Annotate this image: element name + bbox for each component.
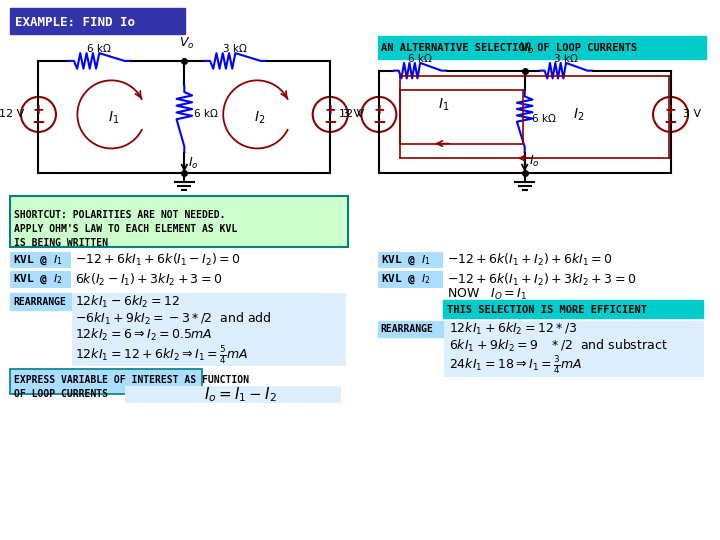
- FancyBboxPatch shape: [444, 337, 703, 354]
- Text: 12 V: 12 V: [0, 110, 24, 119]
- Text: 6 kΩ: 6 kΩ: [194, 110, 218, 119]
- Text: $I_2$: $I_2$: [572, 106, 584, 123]
- Text: KVL @ $I_1$: KVL @ $I_1$: [13, 254, 63, 267]
- Text: $12kI_1=12+6kI_2\Rightarrow I_1=\frac{5}{4}mA$: $12kI_1=12+6kI_2\Rightarrow I_1=\frac{5}…: [76, 343, 249, 366]
- Text: REARRANGE: REARRANGE: [13, 297, 66, 307]
- FancyBboxPatch shape: [10, 9, 185, 33]
- Text: +: +: [325, 103, 336, 117]
- Text: EXPRESS VARIABLE OF INTEREST AS FUNCTION
OF LOOP CURRENTS: EXPRESS VARIABLE OF INTEREST AS FUNCTION…: [14, 375, 249, 399]
- Text: AN ALTERNATIVE SELECTION OF LOOP CURRENTS: AN ALTERNATIVE SELECTION OF LOOP CURRENT…: [381, 43, 637, 53]
- Text: 6 kΩ: 6 kΩ: [87, 44, 111, 54]
- Text: $-12+6k(I_1+I_2)+6kI_1=0$: $-12+6k(I_1+I_2)+6kI_1=0$: [447, 252, 613, 268]
- FancyBboxPatch shape: [444, 354, 703, 377]
- Text: $I_1$: $I_1$: [108, 110, 119, 126]
- Text: KVL @ $I_2$: KVL @ $I_2$: [13, 273, 63, 286]
- Text: $-12+6k(I_1+I_2)+3kI_2+3=0$: $-12+6k(I_1+I_2)+3kI_2+3=0$: [447, 272, 636, 288]
- FancyBboxPatch shape: [378, 252, 443, 268]
- Text: $-6kI_1+9kI_2=-3*/2$  and add: $-6kI_1+9kI_2=-3*/2$ and add: [76, 310, 272, 327]
- Text: $I_o$: $I_o$: [188, 156, 199, 171]
- FancyBboxPatch shape: [10, 369, 202, 395]
- Text: −: −: [32, 112, 45, 130]
- Text: KVL @ $I_2$: KVL @ $I_2$: [381, 273, 431, 286]
- Text: −: −: [323, 112, 337, 130]
- Text: 3 V: 3 V: [683, 110, 701, 119]
- Text: REARRANGE: REARRANGE: [381, 325, 433, 334]
- Text: 6 kΩ: 6 kΩ: [408, 54, 431, 64]
- FancyBboxPatch shape: [443, 300, 703, 318]
- Text: $12kI_1+6kI_2=12*/3$: $12kI_1+6kI_2=12*/3$: [449, 321, 577, 338]
- Text: 3 kΩ: 3 kΩ: [223, 44, 247, 54]
- Text: 12 V: 12 V: [339, 110, 364, 119]
- Text: $I_1$: $I_1$: [438, 97, 450, 113]
- FancyBboxPatch shape: [10, 271, 71, 287]
- Text: $I_o=I_1-I_2$: $I_o=I_1-I_2$: [204, 385, 276, 404]
- Text: EXAMPLE: FIND Io: EXAMPLE: FIND Io: [15, 17, 135, 30]
- FancyBboxPatch shape: [71, 293, 346, 310]
- Text: $-12+6kI_1+6k(I_1-I_2)=0$: $-12+6kI_1+6k(I_1-I_2)=0$: [76, 252, 241, 268]
- Text: THIS SELECTION IS MORE EFFICIENT: THIS SELECTION IS MORE EFFICIENT: [447, 305, 647, 315]
- Text: $24kI_1=18\Rightarrow I_1=\frac{3}{4}mA$: $24kI_1=18\Rightarrow I_1=\frac{3}{4}mA$: [449, 354, 582, 376]
- FancyBboxPatch shape: [378, 36, 706, 59]
- Text: 3 V: 3 V: [343, 110, 361, 119]
- Text: −: −: [372, 112, 386, 130]
- Text: $I_o$: $I_o$: [528, 153, 539, 168]
- FancyBboxPatch shape: [378, 271, 443, 287]
- FancyBboxPatch shape: [71, 343, 346, 366]
- Text: $V_o$: $V_o$: [179, 36, 194, 51]
- FancyBboxPatch shape: [444, 321, 703, 337]
- Text: $6k(I_2-I_1)+3kI_2+3=0$: $6k(I_2-I_1)+3kI_2+3=0$: [76, 272, 222, 288]
- Text: +: +: [665, 103, 676, 117]
- Text: +: +: [32, 103, 44, 117]
- Text: KVL @ $I_1$: KVL @ $I_1$: [381, 254, 431, 267]
- FancyBboxPatch shape: [71, 310, 346, 326]
- Text: 3 kΩ: 3 kΩ: [554, 54, 577, 64]
- FancyBboxPatch shape: [10, 196, 348, 247]
- Text: −: −: [664, 112, 678, 130]
- FancyBboxPatch shape: [10, 293, 71, 310]
- Text: +: +: [373, 103, 384, 117]
- FancyBboxPatch shape: [378, 321, 443, 337]
- Text: NOW   $I_O=I_1$: NOW $I_O=I_1$: [447, 287, 527, 302]
- Text: $I_2$: $I_2$: [253, 110, 265, 126]
- Text: $6kI_1+9kI_2=9\quad */2$  and substract: $6kI_1+9kI_2=9\quad */2$ and substract: [449, 338, 667, 354]
- Text: $V_o$: $V_o$: [519, 41, 534, 56]
- Text: 6 kΩ: 6 kΩ: [533, 114, 557, 124]
- Text: $12kI_2=6\Rightarrow I_2=0.5mA$: $12kI_2=6\Rightarrow I_2=0.5mA$: [76, 327, 213, 343]
- Text: $12kI_1-6kI_2=12$: $12kI_1-6kI_2=12$: [76, 294, 180, 310]
- FancyBboxPatch shape: [71, 326, 346, 343]
- Text: SHORTCUT: POLARITIES ARE NOT NEEDED.
APPLY OHM'S LAW TO EACH ELEMENT AS KVL
IS B: SHORTCUT: POLARITIES ARE NOT NEEDED. APP…: [14, 210, 238, 248]
- FancyBboxPatch shape: [125, 386, 341, 403]
- FancyBboxPatch shape: [10, 252, 71, 268]
